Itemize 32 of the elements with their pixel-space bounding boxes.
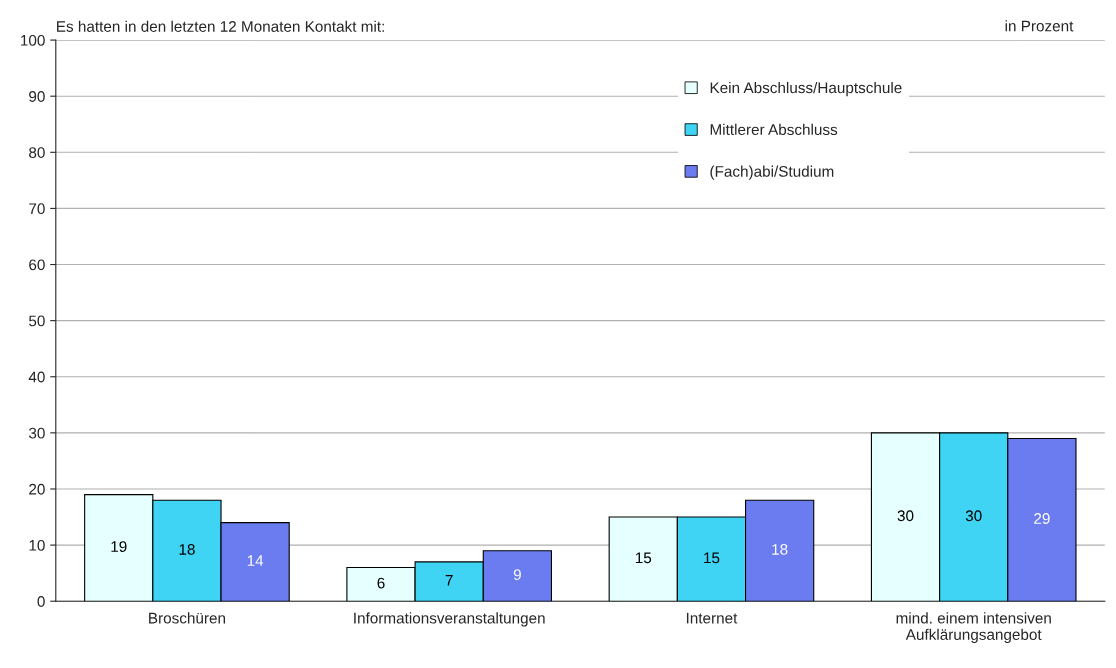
y-tick-label: 100	[21, 34, 45, 46]
x-tick-label: Broschüren	[149, 612, 225, 624]
y-tick-label: 30	[28, 427, 45, 439]
y-tick-label: 40	[28, 371, 45, 383]
y-tick-label: 50	[29, 315, 45, 327]
data-label: 18	[772, 543, 788, 555]
y-tick-label: 60	[29, 259, 45, 271]
data-label: 9	[513, 569, 521, 581]
x-tick-label: Internet	[686, 612, 738, 624]
legend-label: Mittlerer Abschluss	[710, 123, 838, 136]
data-label: 19	[111, 541, 127, 552]
data-label: 15	[704, 552, 720, 564]
chart-title: Es hatten in den letzten 12 Monaten Kontakt mit:	[57, 20, 384, 32]
y-tick-label: 0	[37, 596, 45, 607]
data-label: 29	[1034, 513, 1050, 524]
data-label: 14	[247, 555, 264, 566]
text: in Prozent	[1005, 20, 1074, 32]
x-tick-label: Informationsveranstaltungen	[354, 612, 545, 627]
data-label: 18	[179, 543, 195, 555]
y-tick-label: 70	[29, 203, 45, 215]
data-label: 30	[897, 510, 914, 522]
y-tick-label: 80	[29, 147, 45, 158]
data-label: 6	[377, 577, 385, 589]
data-label: 15	[635, 552, 652, 564]
y-tick-label: 20	[29, 483, 45, 495]
x-tick-label: mind. einem intensiven Aufklärungsangebot	[896, 612, 1051, 644]
y-tick-label: 10	[29, 539, 45, 551]
data-label: 30	[965, 510, 982, 522]
legend-label: Kein Abschluss/Hauptschule	[710, 81, 902, 97]
y-tick-label: 90	[29, 91, 45, 102]
data-label: 7	[445, 575, 453, 586]
legend-label: (Fach)abi/Studium	[710, 165, 834, 180]
